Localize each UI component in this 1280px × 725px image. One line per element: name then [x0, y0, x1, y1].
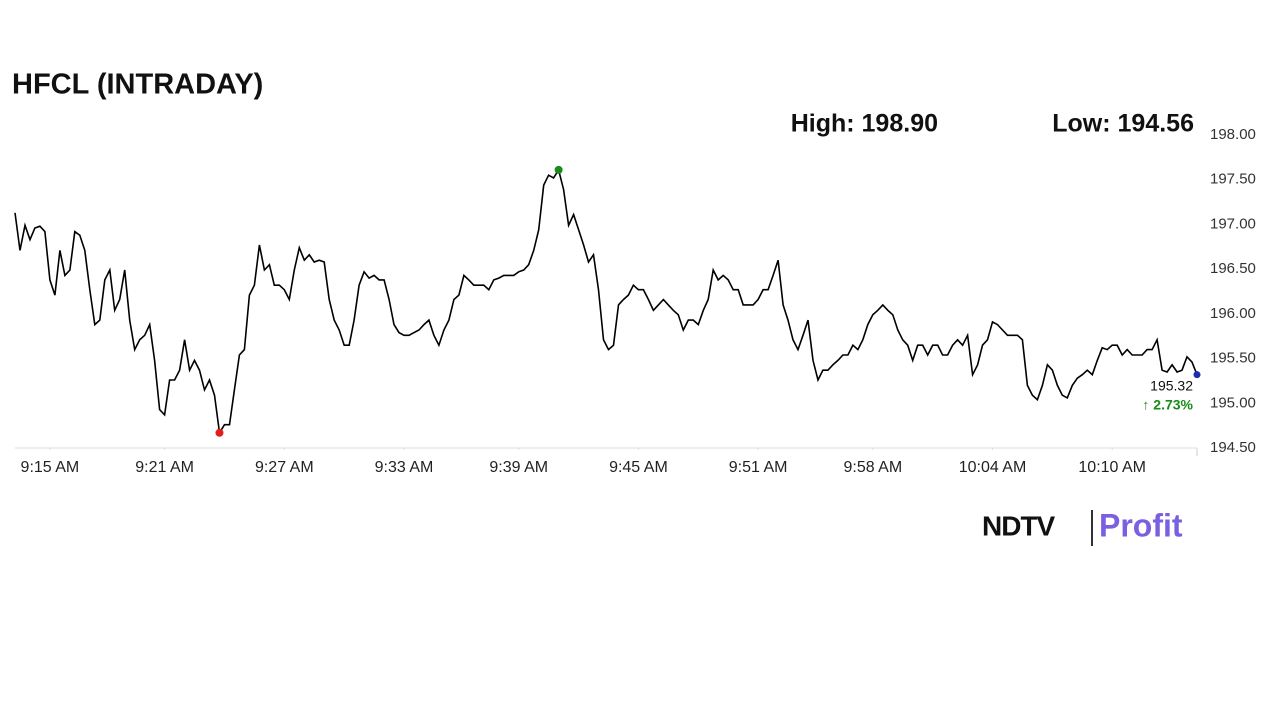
- y-tick-label: 197.00: [1210, 215, 1256, 232]
- last-marker: [1193, 371, 1201, 379]
- low-marker: [215, 428, 224, 437]
- x-tick-label: 10:04 AM: [959, 459, 1027, 476]
- logo-ndtv: NDTV: [982, 510, 1056, 541]
- chart-title: HFCL (INTRADAY): [12, 69, 263, 101]
- x-tick-label: 9:21 AM: [135, 459, 194, 476]
- y-tick-label: 195.50: [1210, 350, 1256, 367]
- high-marker: [554, 165, 563, 174]
- y-tick-label: 196.50: [1210, 260, 1256, 277]
- logo-profit: Profit: [1099, 507, 1183, 543]
- high-label: High: 198.90: [791, 110, 938, 138]
- y-tick-label: 198.00: [1210, 126, 1256, 143]
- x-tick-label: 9:58 AM: [843, 459, 902, 476]
- y-tick-label: 194.50: [1210, 439, 1256, 456]
- change-label: ↑ 2.73%: [1142, 397, 1193, 413]
- price-line: [14, 167, 1198, 436]
- y-tick-label: 195.00: [1210, 394, 1256, 411]
- x-tick-label: 9:51 AM: [729, 459, 788, 476]
- low-label: Low: 194.56: [1052, 110, 1194, 138]
- x-tick-label: 9:15 AM: [21, 459, 80, 476]
- x-tick-label: 10:10 AM: [1078, 459, 1146, 476]
- y-tick-label: 197.50: [1210, 171, 1256, 188]
- y-tick-label: 196.00: [1210, 305, 1256, 322]
- x-tick-label: 9:27 AM: [255, 459, 314, 476]
- x-tick-label: 9:45 AM: [609, 459, 668, 476]
- x-tick-label: 9:33 AM: [375, 459, 434, 476]
- last-price-label: 195.32: [1150, 378, 1193, 394]
- x-tick-label: 9:39 AM: [489, 459, 548, 476]
